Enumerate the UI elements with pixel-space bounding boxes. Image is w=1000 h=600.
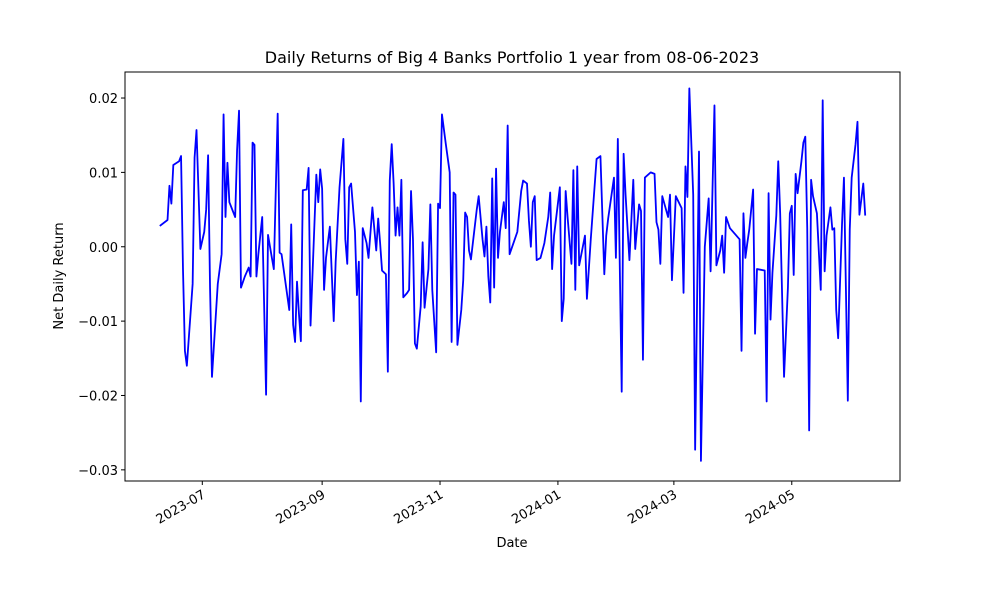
chart-title: Daily Returns of Big 4 Banks Portfolio 1… [265,48,759,67]
y-tick-label: −0.03 [78,464,118,479]
x-tick-label: 2023-09 [274,487,329,527]
x-axis-label: Date [496,536,527,551]
plot-frame [124,71,901,482]
y-axis-label: Net Daily Return [52,222,67,329]
x-tick-label: 2024-05 [743,487,798,527]
y-tick-label: 0.02 [89,92,118,107]
y-tick-label: −0.02 [78,389,118,404]
x-tick-label: 2023-11 [391,487,446,527]
y-tick-label: −0.01 [78,315,118,330]
x-tick-label: 2024-01 [509,487,564,527]
y-tick-label: 0.01 [89,166,118,181]
x-tick-label: 2024-03 [625,487,680,527]
y-tick-label: 0.00 [89,241,118,256]
x-tick-label: 2023-07 [154,487,209,527]
data-line [159,87,867,462]
